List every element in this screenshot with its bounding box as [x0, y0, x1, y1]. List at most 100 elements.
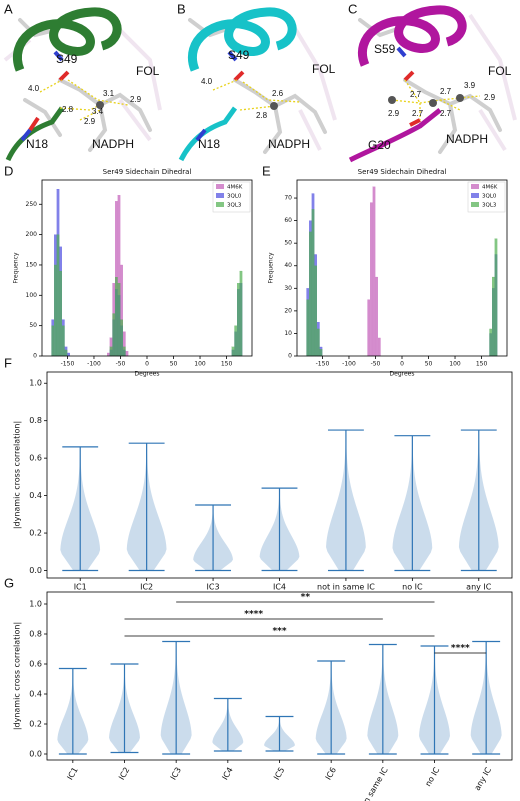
ligand-label: FOL: [136, 64, 160, 78]
histogram-bar: [51, 325, 54, 357]
y-tick-label: 40: [284, 262, 292, 269]
x-tick-label: IC3: [169, 766, 183, 782]
x-tick-label: IC2: [140, 583, 153, 592]
x-tick-label: IC3: [207, 583, 220, 592]
x-tick-label: -150: [316, 361, 330, 368]
background-sticks: [468, 13, 517, 152]
sticks: [188, 18, 327, 154]
legend-label: 3QL3: [227, 203, 242, 209]
nitrogen: [20, 50, 64, 142]
y-tick-label: 1.0: [29, 379, 42, 388]
plot-frame: [41, 179, 253, 357]
distance-label: 4.0: [28, 84, 40, 93]
histogram-bar: [319, 349, 323, 357]
legend-label: 4M6K: [482, 185, 498, 191]
distance-label: 3.4: [92, 107, 104, 116]
nitrogen: [195, 50, 238, 142]
y-tick-label: 10: [284, 330, 292, 337]
histogram-bar: [62, 325, 65, 357]
histogram-bar: [239, 270, 243, 357]
x-tick-label: 0: [400, 361, 404, 368]
panel-label: D: [4, 163, 13, 178]
histogram-bar: [64, 349, 68, 357]
legend-swatch: [216, 193, 224, 198]
y-tick-label: 0.8: [29, 416, 42, 425]
structure-panel-b: B S49 FOL NADPH N18 4.0 2.6 2.8: [177, 1, 337, 162]
legend-swatch: [471, 202, 479, 207]
legend-label: 3QL0: [227, 194, 242, 200]
histogram-bar: [317, 328, 320, 357]
sticks: [18, 18, 152, 152]
y-tick-label: 0.6: [29, 660, 42, 669]
structure-panel-c: C S59 FOL NADPH G20 2.7 3.9 2.9 2.7 2.9 …: [348, 1, 517, 163]
panel-label: B: [177, 1, 186, 16]
x-tick-label: IC1: [65, 766, 79, 782]
y-axis-label: |dynamic cross correlation|: [13, 421, 22, 529]
x-tick-label: 0: [145, 361, 149, 368]
y-tick-label: 200: [26, 231, 38, 238]
panel-label: F: [4, 355, 12, 370]
histogram-bar: [125, 351, 129, 357]
helix-ribbon: [188, 7, 297, 72]
y-tick-label: 0.0: [29, 750, 42, 759]
histogram-bar: [309, 231, 312, 357]
ligand-label: NADPH: [92, 137, 134, 151]
x-tick-label: -100: [87, 361, 101, 368]
legend-swatch: [216, 202, 224, 207]
histogram-bar: [112, 313, 115, 357]
y-tick-label: 1.0: [29, 600, 42, 609]
loop: [178, 106, 238, 162]
legend-swatch: [471, 193, 479, 198]
x-tick-label: 50: [425, 361, 433, 368]
ligand-label: NADPH: [268, 137, 310, 151]
histogram-bar: [311, 209, 315, 357]
significance-label: **: [301, 593, 311, 603]
distance-label: 2.9: [484, 93, 496, 102]
chart-title: Ser49 Sidechain Dihedral: [103, 168, 192, 176]
loop: [348, 108, 442, 163]
h-bonds: [39, 79, 129, 121]
x-axis-label: Degrees: [135, 371, 160, 378]
oxygen: [403, 70, 421, 127]
legend-swatch: [216, 184, 224, 189]
y-tick-label: 0: [288, 353, 292, 360]
plot-frame: [46, 591, 513, 761]
ligand-label: FOL: [488, 64, 512, 78]
histogram-bar: [492, 276, 495, 357]
oxygen: [28, 70, 70, 132]
panel-label: A: [4, 1, 13, 16]
residue-label: S49: [228, 48, 250, 62]
y-axis-label: |dynamic cross correlation|: [13, 622, 22, 730]
residue-label: N18: [198, 137, 220, 151]
y-axis-label: Frequency: [13, 252, 20, 283]
x-tick-label: -100: [342, 361, 356, 368]
residue-label: S59: [374, 42, 396, 56]
distance-label: 2.9: [130, 95, 142, 104]
x-tick-label: IC4: [273, 583, 286, 592]
water: [456, 94, 464, 102]
y-tick-label: 0.6: [29, 454, 42, 463]
y-tick-label: 250: [26, 201, 38, 208]
x-axis-label: Degrees: [390, 371, 415, 378]
x-tick-label: not in same IC: [317, 583, 375, 592]
distance-label: 3.1: [103, 89, 115, 98]
background-sticks: [288, 18, 337, 151]
y-tick-label: 0.2: [29, 529, 42, 538]
nitrogen: [396, 46, 407, 58]
legend-swatch: [471, 184, 479, 189]
y-axis-label: Frequency: [268, 252, 275, 283]
histogram-bar: [59, 270, 62, 357]
distance-label: 2.9: [84, 117, 96, 126]
y-tick-label: 0.4: [29, 690, 42, 699]
histogram-bar: [67, 352, 70, 357]
ligand-label: FOL: [312, 62, 336, 76]
x-tick-label: not in same IC: [353, 765, 390, 801]
distance-label: 4.0: [201, 77, 213, 86]
histogram-bar: [120, 319, 123, 357]
x-tick-label: -50: [116, 361, 126, 368]
plot-frame: [296, 179, 508, 357]
histogram-bar: [231, 346, 235, 357]
chart-title: Ser49 Sidechain Dihedral: [358, 168, 447, 176]
histogram-bar: [378, 337, 381, 357]
histogram-bar: [494, 238, 498, 357]
